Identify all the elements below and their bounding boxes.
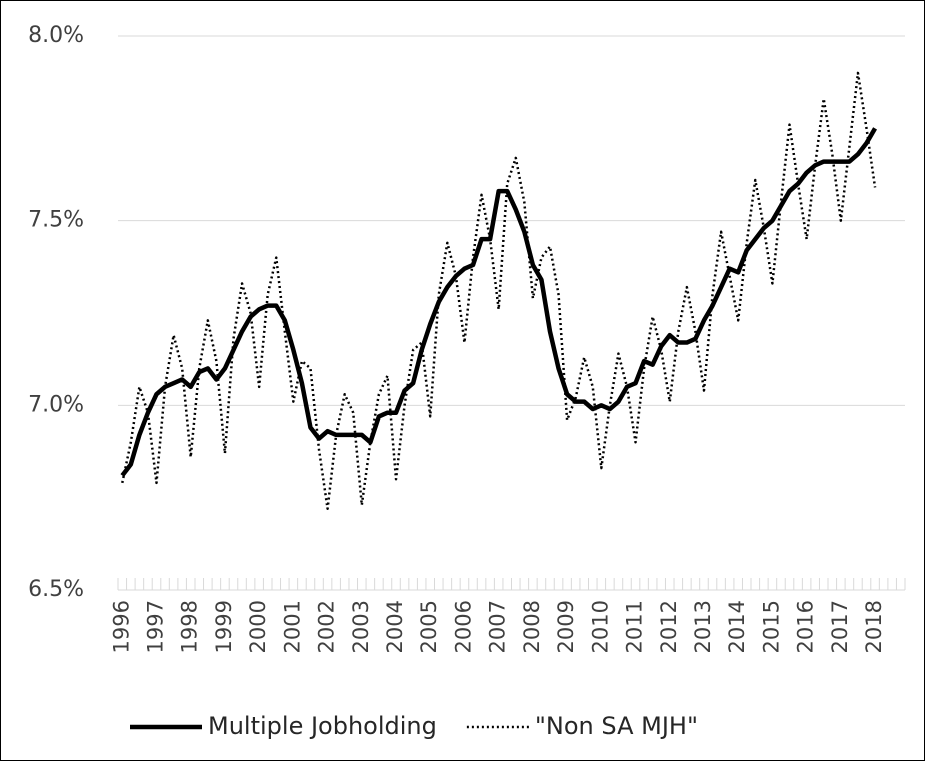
x-tick-label: 2016 (794, 600, 818, 653)
y-tick-label: 7.0% (28, 392, 84, 417)
x-tick-label: 1998 (178, 600, 202, 653)
x-tick-label: 1997 (143, 600, 167, 653)
x-tick-label: 2009 (554, 600, 578, 653)
x-tick-label: 2014 (725, 600, 749, 653)
legend-label: "Non SA MJH" (535, 712, 698, 740)
y-tick-label: 7.5% (28, 208, 84, 233)
x-tick-label: 2003 (349, 600, 373, 653)
series-line (120, 127, 878, 477)
x-tick-label: 2018 (862, 600, 886, 653)
x-tick-label: 2002 (315, 600, 339, 653)
x-tick-label: 2008 (520, 600, 544, 653)
x-tick-label: 2017 (828, 600, 852, 653)
y-tick-label: 8.0% (28, 23, 84, 48)
x-tick-label: 2006 (451, 600, 475, 653)
y-tick-label: 6.5% (28, 577, 84, 602)
x-tick-label: 1999 (212, 600, 236, 653)
x-tick-label: 2004 (383, 600, 407, 653)
x-tick-label: 2001 (280, 600, 304, 653)
x-tick-label: 1996 (109, 600, 133, 653)
x-tick-label: 2012 (657, 600, 681, 653)
x-tick-label: 2007 (486, 600, 510, 653)
series-line (121, 71, 877, 510)
x-tick-label: 2010 (588, 600, 612, 653)
x-tick-label: 2015 (759, 600, 783, 653)
x-tick-label: 2000 (246, 600, 270, 653)
x-tick-label: 2005 (417, 600, 441, 653)
x-tick-label: 2013 (691, 600, 715, 653)
x-tick-label: 2011 (623, 600, 647, 653)
legend-label: Multiple Jobholding (208, 712, 437, 740)
